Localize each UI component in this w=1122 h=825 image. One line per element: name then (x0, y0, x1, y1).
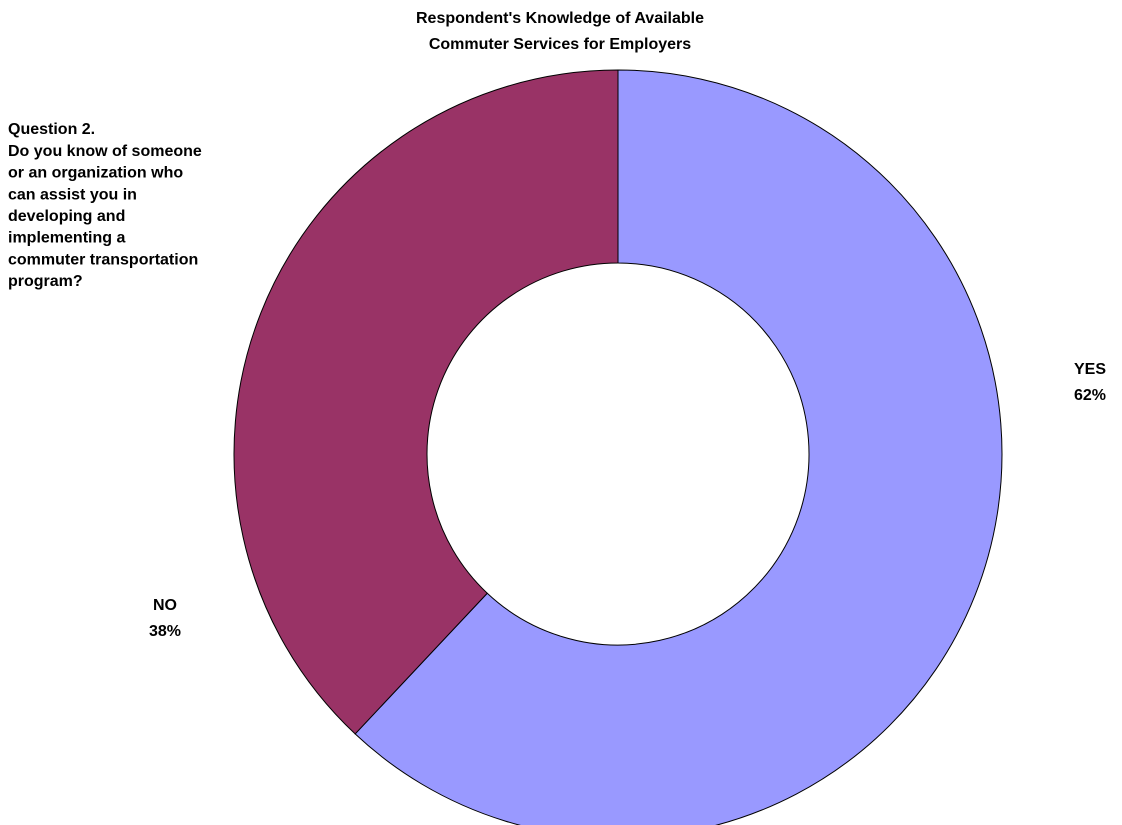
donut-slice (354, 69, 1003, 825)
slice-category: YES (1074, 361, 1106, 378)
donut (233, 69, 1003, 825)
annotation: program? (8, 273, 83, 290)
slice-value-label: 38% (149, 623, 181, 640)
annotation: or an organization who (8, 165, 183, 182)
slice-category: NO (153, 597, 177, 614)
slice-value-label: 62% (1074, 387, 1106, 404)
annotation: commuter transportation (8, 251, 198, 268)
annotation: can assist you in (8, 186, 137, 203)
annotation: Question 2. (8, 121, 95, 138)
annotation: Do you know of someone (8, 143, 202, 160)
chart-title: Respondent's Knowledge of Available (416, 10, 704, 27)
donut-slice (233, 69, 619, 735)
annotation: implementing a (8, 230, 125, 247)
chart-title: Commuter Services for Employers (429, 36, 691, 53)
annotation: developing and (8, 208, 125, 225)
